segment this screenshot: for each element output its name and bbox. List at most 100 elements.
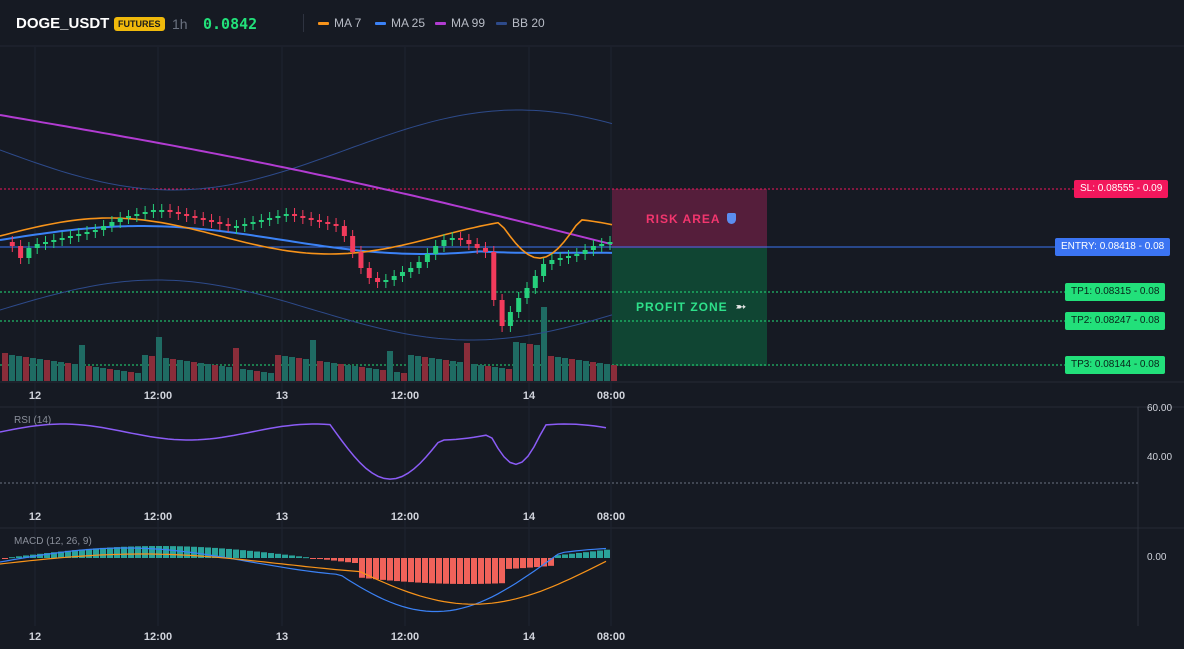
macd-hist-bar bbox=[170, 546, 176, 558]
candle-body bbox=[9, 242, 15, 246]
volume-bar bbox=[450, 361, 456, 381]
volume-bar bbox=[352, 366, 358, 381]
legend-label: BB 20 bbox=[512, 16, 545, 30]
macd-hist-bar bbox=[408, 558, 414, 583]
legend-item-ma25[interactable]: MA 25 bbox=[375, 16, 425, 30]
x-axis-tick-label: 08:00 bbox=[597, 390, 625, 402]
candle-body bbox=[225, 224, 231, 226]
macd-histogram bbox=[2, 546, 610, 584]
x-axis-tick-label: 12:00 bbox=[144, 511, 172, 523]
macd-hist-bar bbox=[247, 550, 253, 558]
macd-hist-bar bbox=[583, 552, 589, 558]
legend-item-bb20[interactable]: BB 20 bbox=[496, 16, 545, 30]
macd-hist-bar bbox=[240, 550, 246, 558]
x-axis-tick-label: 14 bbox=[523, 511, 536, 523]
candle-body bbox=[258, 220, 264, 222]
candle-body bbox=[159, 210, 165, 212]
macd-hist-bar bbox=[226, 548, 232, 558]
macd-hist-bar bbox=[436, 558, 442, 584]
macd-hist-bar bbox=[345, 558, 351, 563]
tp2-tag: TP2: 0.08247 - 0.08 bbox=[1065, 312, 1166, 330]
candle-body bbox=[76, 234, 82, 236]
volume-bar bbox=[212, 365, 218, 381]
bb-upper-line bbox=[0, 109, 613, 191]
candle-body bbox=[449, 238, 455, 240]
volume-bar bbox=[16, 356, 22, 381]
x-axis-tick-label: 12 bbox=[29, 511, 41, 523]
volume-bar bbox=[65, 363, 71, 381]
macd-hist-bar bbox=[359, 558, 365, 578]
volume-bar bbox=[338, 364, 344, 381]
volume-bar bbox=[387, 351, 393, 381]
candle-body bbox=[43, 242, 49, 244]
volume-bar bbox=[464, 343, 470, 381]
volume-bar bbox=[72, 364, 78, 381]
candle-body bbox=[175, 212, 181, 214]
candle-body bbox=[200, 218, 206, 220]
volume-bar bbox=[282, 356, 288, 381]
volume-bar bbox=[23, 357, 29, 381]
tp3-tag: TP3: 0.08144 - 0.08 bbox=[1065, 356, 1166, 374]
x-axis-tick-label: 13 bbox=[276, 511, 288, 523]
macd-hist-bar bbox=[534, 558, 540, 568]
candle-body bbox=[192, 216, 198, 218]
candle-body bbox=[366, 268, 372, 278]
candle-body bbox=[283, 214, 289, 216]
candle-body bbox=[549, 260, 555, 264]
volume-bar bbox=[359, 367, 365, 381]
macd-hist-bar bbox=[562, 554, 568, 558]
volume-bar bbox=[506, 369, 512, 381]
legend-item-ma99[interactable]: MA 99 bbox=[435, 16, 485, 30]
volume-bar bbox=[373, 369, 379, 381]
volume-bar bbox=[527, 344, 533, 381]
macd-hist-bar bbox=[457, 558, 463, 584]
macd-signal-line bbox=[0, 553, 607, 605]
volume-bar bbox=[345, 365, 351, 381]
last-price: 0.0842 bbox=[203, 15, 258, 33]
candle-body bbox=[59, 238, 65, 240]
macd-hist-bar bbox=[324, 558, 330, 560]
macd-hist-bar bbox=[205, 547, 211, 558]
x-axis-tick-label: 08:00 bbox=[597, 511, 625, 523]
chart-header: DOGE_USDT FUTURES 1h 0.0842 MA 7 MA 25 M… bbox=[0, 0, 1184, 46]
candle-body bbox=[590, 246, 596, 250]
volume-bar bbox=[163, 358, 169, 381]
candle-body bbox=[441, 240, 447, 246]
candle-body bbox=[565, 256, 571, 258]
candle-body bbox=[333, 224, 339, 226]
macd-hist-bar bbox=[149, 546, 155, 558]
x-axis-tick-label: 12:00 bbox=[144, 390, 172, 402]
futures-badge: FUTURES bbox=[114, 17, 165, 31]
volume-bar bbox=[485, 366, 491, 381]
volume-bar bbox=[93, 367, 99, 381]
macd-hist-bar bbox=[373, 558, 379, 580]
candle-body bbox=[358, 252, 364, 268]
symbol-name[interactable]: DOGE_USDT bbox=[16, 15, 110, 32]
candle-body bbox=[375, 278, 381, 282]
x-axis-tick-label: 13 bbox=[276, 390, 288, 402]
candle-body bbox=[607, 242, 613, 244]
macd-hist-bar bbox=[310, 558, 316, 559]
volume-bar bbox=[170, 359, 176, 381]
legend-item-ma7[interactable]: MA 7 bbox=[318, 16, 361, 30]
macd-hist-bar bbox=[506, 558, 512, 569]
candle-body bbox=[18, 246, 24, 258]
volume-bar bbox=[415, 356, 421, 381]
x-axis-tick-label: 12 bbox=[29, 631, 41, 643]
macd-hist-bar bbox=[58, 551, 64, 558]
candle-body bbox=[101, 226, 107, 230]
macd-hist-bar bbox=[198, 547, 204, 558]
macd-hist-bar bbox=[450, 558, 456, 584]
macd-hist-bar bbox=[282, 554, 288, 558]
volume-bar bbox=[86, 366, 92, 381]
volume-bar bbox=[401, 373, 407, 381]
candle-body bbox=[67, 236, 73, 238]
macd-hist-bar bbox=[268, 553, 274, 558]
macd-hist-bar bbox=[163, 546, 169, 558]
volume-bar bbox=[366, 368, 372, 381]
volume-bar bbox=[492, 367, 498, 381]
volume-bar bbox=[331, 363, 337, 381]
timeframe-selector[interactable]: 1h bbox=[172, 16, 188, 32]
macd-hist-bar bbox=[415, 558, 421, 583]
